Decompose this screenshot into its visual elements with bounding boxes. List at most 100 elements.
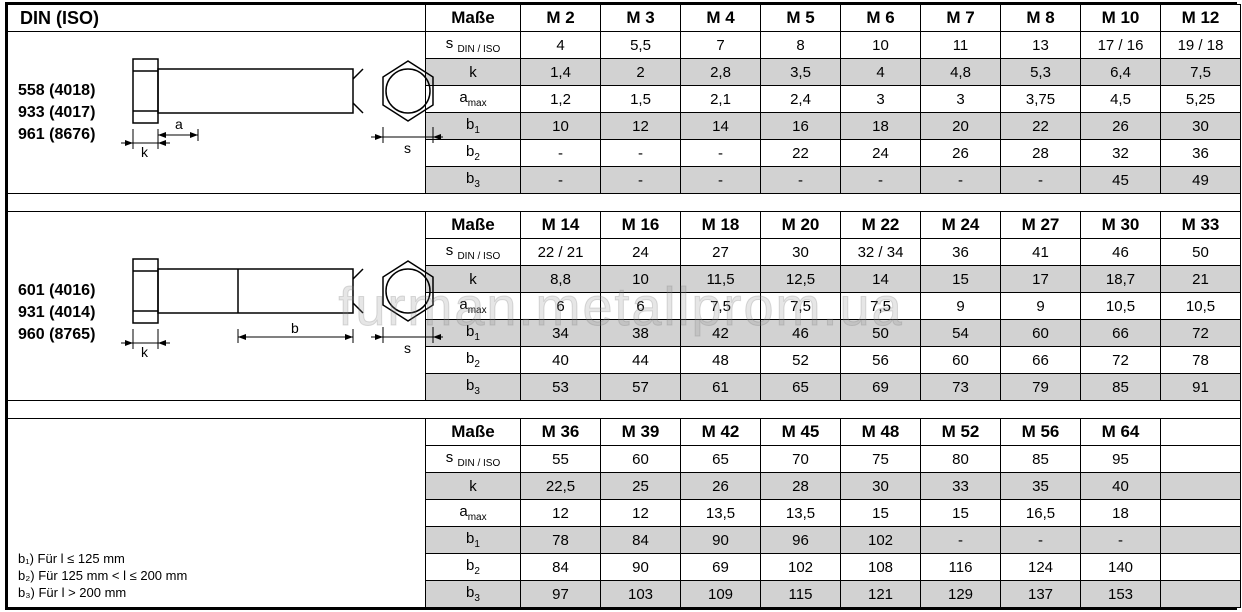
data-cell: 17	[1001, 266, 1081, 293]
data-cell: 3	[841, 86, 921, 113]
data-cell: 65	[681, 446, 761, 473]
data-cell: 1,5	[601, 86, 681, 113]
svg-text:s: s	[404, 140, 411, 156]
data-cell: 50	[841, 320, 921, 347]
size-header: M 4	[681, 5, 761, 32]
size-header: M 33	[1161, 212, 1241, 239]
data-cell	[1161, 446, 1241, 473]
size-header: M 3	[601, 5, 681, 32]
size-header: M 8	[1001, 5, 1081, 32]
data-cell: 108	[841, 554, 921, 581]
row-label-b2: b2	[426, 554, 521, 581]
data-cell: -	[761, 167, 841, 194]
data-cell: 15	[921, 266, 1001, 293]
size-header: M 27	[1001, 212, 1081, 239]
data-cell: 11,5	[681, 266, 761, 293]
data-cell: 12	[521, 500, 601, 527]
data-cell: 18,7	[1081, 266, 1161, 293]
data-cell: -	[921, 527, 1001, 554]
data-cell: 121	[841, 581, 921, 608]
data-cell: 14	[841, 266, 921, 293]
data-cell: 18	[1081, 500, 1161, 527]
size-header: M 7	[921, 5, 1001, 32]
data-cell: 96	[761, 527, 841, 554]
data-cell: 24	[601, 239, 681, 266]
data-cell: -	[601, 140, 681, 167]
data-cell: 18	[841, 113, 921, 140]
data-cell: 10	[601, 266, 681, 293]
data-cell: 46	[761, 320, 841, 347]
data-cell: -	[521, 167, 601, 194]
size-header: M 64	[1081, 419, 1161, 446]
data-cell: 45	[1081, 167, 1161, 194]
data-cell: 28	[761, 473, 841, 500]
data-cell: 7,5	[761, 293, 841, 320]
size-header: M 48	[841, 419, 921, 446]
size-header: M 39	[601, 419, 681, 446]
data-cell: -	[1081, 527, 1161, 554]
data-cell: 20	[921, 113, 1001, 140]
data-cell: -	[921, 167, 1001, 194]
data-cell: 16	[761, 113, 841, 140]
footnote-cell: b₁) Für l ≤ 125 mm b₂) Für 125 mm < l ≤ …	[8, 419, 426, 608]
data-cell: 36	[921, 239, 1001, 266]
data-cell: 140	[1081, 554, 1161, 581]
size-header: M 5	[761, 5, 841, 32]
data-cell: 1,4	[521, 59, 601, 86]
data-cell: 3	[921, 86, 1001, 113]
data-cell: 4	[841, 59, 921, 86]
data-cell: 22	[1001, 113, 1081, 140]
data-cell: 5,25	[1161, 86, 1241, 113]
size-header: M 42	[681, 419, 761, 446]
data-cell: 6	[521, 293, 601, 320]
data-cell: 32 / 34	[841, 239, 921, 266]
data-cell: 14	[681, 113, 761, 140]
data-cell: 22 / 21	[521, 239, 601, 266]
spacer	[8, 401, 1241, 419]
diagram-cell-1: 558 (4018) 933 (4017) 961 (8676) k a	[8, 32, 426, 194]
data-cell: 8,8	[521, 266, 601, 293]
data-cell: -	[681, 167, 761, 194]
data-cell: 35	[1001, 473, 1081, 500]
data-cell: 85	[1081, 374, 1161, 401]
data-cell: 84	[601, 527, 681, 554]
data-cell	[1161, 473, 1241, 500]
data-cell	[1161, 500, 1241, 527]
spec-table-container: DIN (ISO)MaßeM 2M 3M 4M 5M 6M 7M 8M 10M …	[5, 2, 1237, 610]
data-cell: 116	[921, 554, 1001, 581]
data-cell: 12,5	[761, 266, 841, 293]
data-cell: 30	[761, 239, 841, 266]
data-cell: 69	[841, 374, 921, 401]
data-cell: 8	[761, 32, 841, 59]
data-cell: 73	[921, 374, 1001, 401]
footnote: b₁) Für l ≤ 125 mm	[18, 550, 187, 567]
data-cell: 12	[601, 500, 681, 527]
data-cell: 78	[521, 527, 601, 554]
size-header: M 6	[841, 5, 921, 32]
data-cell: 55	[521, 446, 601, 473]
size-header: M 16	[601, 212, 681, 239]
size-header: M 45	[761, 419, 841, 446]
data-cell: 60	[1001, 320, 1081, 347]
masse-header: Maße	[426, 5, 521, 32]
data-cell: -	[1001, 167, 1081, 194]
size-header: M 18	[681, 212, 761, 239]
size-header: M 14	[521, 212, 601, 239]
data-cell: 38	[601, 320, 681, 347]
data-cell: 26	[681, 473, 761, 500]
svg-text:a: a	[175, 116, 183, 132]
data-cell: 7,5	[681, 293, 761, 320]
data-cell: 4,8	[921, 59, 1001, 86]
data-cell: 32	[1081, 140, 1161, 167]
data-cell: 90	[681, 527, 761, 554]
data-cell: 6,4	[1081, 59, 1161, 86]
data-cell: 30	[841, 473, 921, 500]
data-cell: 46	[1081, 239, 1161, 266]
data-cell: 41	[1001, 239, 1081, 266]
data-cell: 2,8	[681, 59, 761, 86]
data-cell: 2,1	[681, 86, 761, 113]
data-cell	[1161, 581, 1241, 608]
data-cell: 13	[1001, 32, 1081, 59]
data-cell: -	[1001, 527, 1081, 554]
data-cell: 60	[921, 347, 1001, 374]
